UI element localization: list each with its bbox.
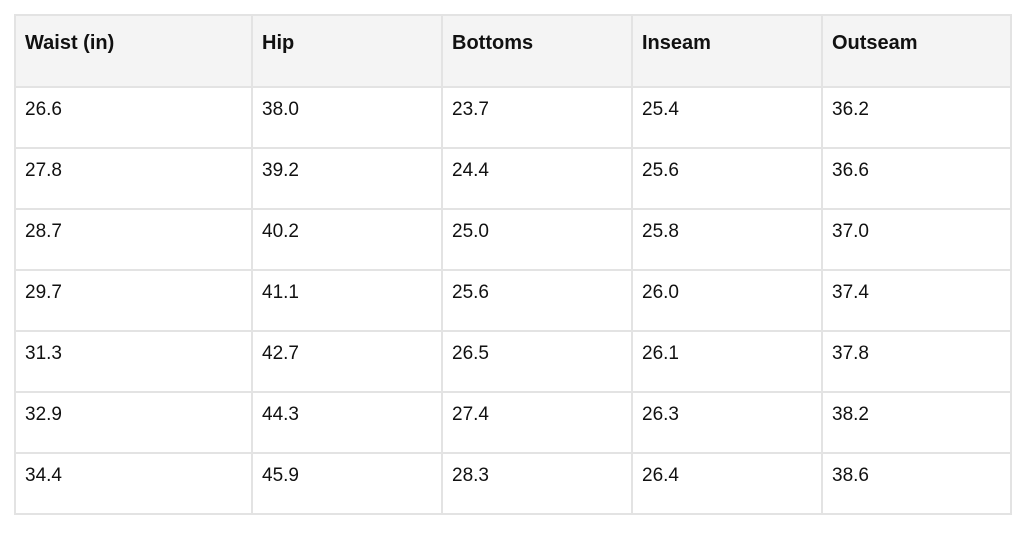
cell-inseam: 26.0 [631,269,823,332]
cell-waist: 27.8 [14,147,253,210]
size-table: Waist (in) Hip Bottoms Inseam Outseam 26… [14,14,1012,515]
cell-bottoms: 25.0 [441,208,633,271]
table-row: 32.9 44.3 27.4 26.3 38.2 [14,391,1012,454]
column-header-waist: Waist (in) [14,14,253,88]
cell-hip: 40.2 [251,208,443,271]
table-row: 27.8 39.2 24.4 25.6 36.6 [14,147,1012,210]
column-header-inseam: Inseam [631,14,823,88]
cell-waist: 34.4 [14,452,253,515]
table-body: 26.6 38.0 23.7 25.4 36.2 27.8 39.2 24.4 … [14,86,1012,515]
cell-hip: 45.9 [251,452,443,515]
table-row: 31.3 42.7 26.5 26.1 37.8 [14,330,1012,393]
cell-bottoms: 26.5 [441,330,633,393]
column-header-hip: Hip [251,14,443,88]
table-row: 29.7 41.1 25.6 26.0 37.4 [14,269,1012,332]
cell-hip: 42.7 [251,330,443,393]
cell-bottoms: 25.6 [441,269,633,332]
cell-bottoms: 24.4 [441,147,633,210]
cell-outseam: 37.4 [821,269,1012,332]
cell-inseam: 26.1 [631,330,823,393]
cell-inseam: 25.4 [631,86,823,149]
cell-waist: 31.3 [14,330,253,393]
header-row: Waist (in) Hip Bottoms Inseam Outseam [14,14,1012,88]
table-header: Waist (in) Hip Bottoms Inseam Outseam [14,14,1012,88]
cell-outseam: 37.0 [821,208,1012,271]
cell-hip: 44.3 [251,391,443,454]
cell-outseam: 38.2 [821,391,1012,454]
cell-outseam: 38.6 [821,452,1012,515]
size-chart: Waist (in) Hip Bottoms Inseam Outseam 26… [14,14,1012,515]
cell-hip: 41.1 [251,269,443,332]
cell-waist: 28.7 [14,208,253,271]
cell-bottoms: 27.4 [441,391,633,454]
cell-outseam: 37.8 [821,330,1012,393]
cell-outseam: 36.6 [821,147,1012,210]
cell-hip: 38.0 [251,86,443,149]
cell-waist: 29.7 [14,269,253,332]
cell-waist: 26.6 [14,86,253,149]
cell-inseam: 25.6 [631,147,823,210]
cell-inseam: 25.8 [631,208,823,271]
table-row: 28.7 40.2 25.0 25.8 37.0 [14,208,1012,271]
cell-inseam: 26.4 [631,452,823,515]
column-header-outseam: Outseam [821,14,1012,88]
cell-waist: 32.9 [14,391,253,454]
cell-bottoms: 28.3 [441,452,633,515]
cell-bottoms: 23.7 [441,86,633,149]
column-header-bottoms: Bottoms [441,14,633,88]
cell-outseam: 36.2 [821,86,1012,149]
table-row: 26.6 38.0 23.7 25.4 36.2 [14,86,1012,149]
cell-hip: 39.2 [251,147,443,210]
table-row: 34.4 45.9 28.3 26.4 38.6 [14,452,1012,515]
cell-inseam: 26.3 [631,391,823,454]
